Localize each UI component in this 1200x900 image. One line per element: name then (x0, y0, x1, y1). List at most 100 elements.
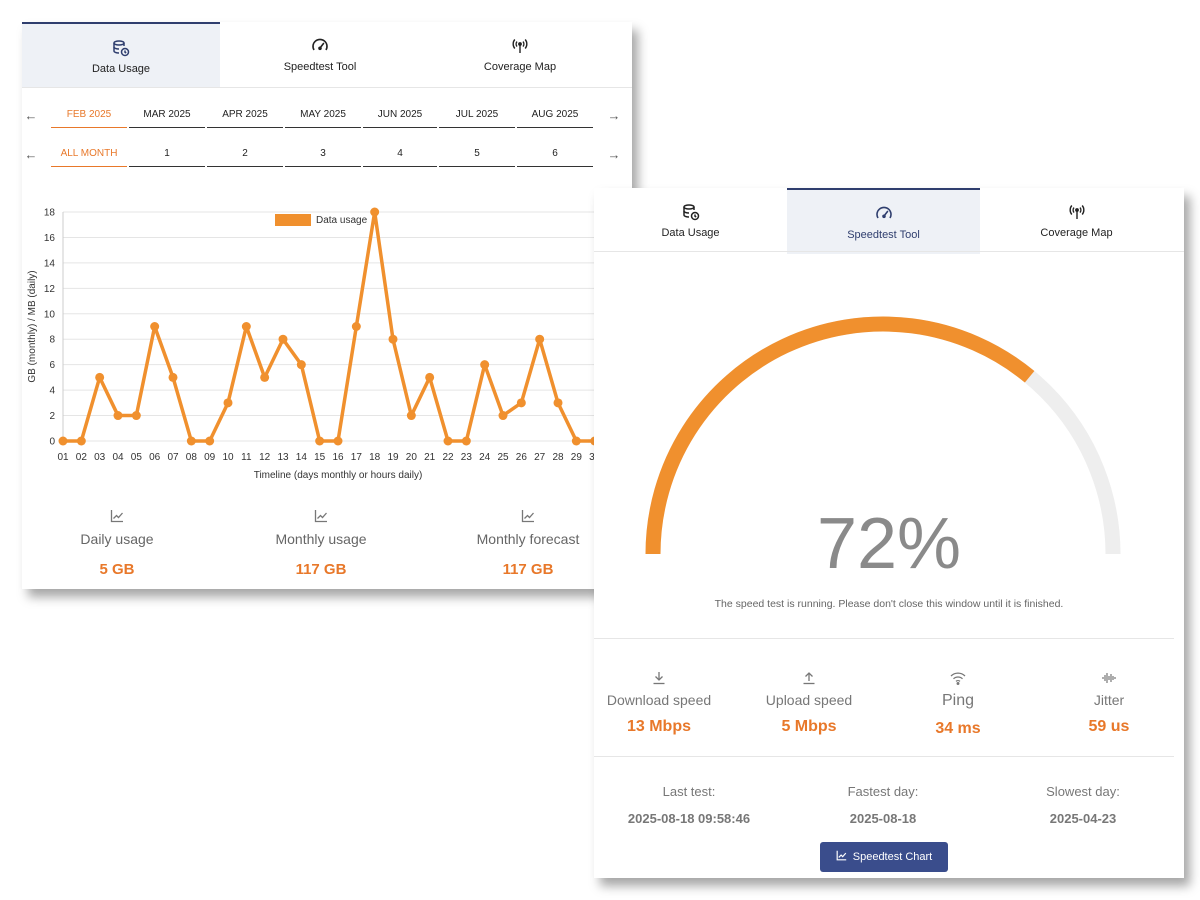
x-tick-label: 26 (516, 452, 528, 463)
month-item[interactable]: APR 2025 (207, 102, 283, 128)
data-point (535, 334, 545, 344)
x-tick-label: 05 (131, 452, 143, 463)
day-item[interactable]: ALL MONTH (51, 141, 127, 167)
tab-label: Coverage Map (483, 61, 557, 73)
day-item[interactable]: 4 (363, 141, 437, 167)
data-point (498, 411, 508, 421)
wifi-icon (883, 668, 1033, 688)
day-item[interactable]: 5 (439, 141, 515, 167)
month-item[interactable]: JUL 2025 (439, 102, 515, 128)
x-tick-label: 27 (534, 452, 546, 463)
info-value: 2025-08-18 09:58:46 (627, 811, 751, 826)
data-point (150, 322, 160, 331)
metric-label: Jitter (1093, 692, 1125, 708)
metric-value: 59 us (1088, 718, 1130, 735)
x-tick-label: 28 (552, 452, 564, 463)
y-tick-label: 4 (49, 386, 55, 397)
day-selector: ← ALL MONTH 1 2 3 4 5 6 → (22, 141, 632, 169)
chart-line-icon (433, 507, 623, 525)
arrow-left-icon[interactable]: ← (24, 146, 38, 162)
data-usage-series-line (63, 210, 615, 443)
data-point (260, 372, 270, 382)
upload-icon (734, 668, 884, 688)
stat-value: 117 GB (295, 561, 347, 578)
x-tick-label: 03 (94, 452, 106, 463)
arrow-left-icon[interactable]: ← (24, 107, 38, 123)
month-item[interactable]: MAY 2025 (285, 102, 361, 128)
data-point (296, 360, 306, 370)
month-item[interactable]: FEB 2025 (51, 102, 127, 128)
x-tick-label: 25 (497, 452, 509, 463)
data-point (278, 334, 288, 344)
data-point (425, 372, 435, 382)
data-point (315, 436, 325, 446)
x-tick-label: 16 (332, 452, 344, 463)
metric-label: Ping (941, 692, 975, 709)
x-tick-label: 17 (351, 452, 363, 463)
tab-speedtest-tool[interactable]: Speedtest Tool (220, 22, 420, 86)
speedometer-icon (311, 35, 329, 57)
stat-label: Daily usage (80, 531, 154, 547)
tab-coverage-map[interactable]: Coverage Map (420, 22, 620, 86)
data-point (113, 411, 123, 421)
tab-speedtest-tool[interactable]: Speedtest Tool (787, 188, 980, 254)
slowest-day-info: Slowest day: 2025-04-23 (988, 784, 1178, 826)
speedtest-progress-gauge (645, 316, 1121, 555)
data-point (168, 372, 178, 382)
stat-monthly-forecast: Monthly forecast 117 GB (433, 507, 623, 578)
tab-label: Data Usage (661, 227, 720, 239)
month-item[interactable]: AUG 2025 (517, 102, 593, 128)
tab-coverage-map[interactable]: Coverage Map (980, 188, 1173, 252)
x-tick-label: 08 (186, 452, 198, 463)
speedtest-panel: Data Usage Speedtest Tool Coverage Map (594, 188, 1184, 878)
day-item[interactable]: 2 (207, 141, 283, 167)
x-tick-label: 12 (259, 452, 271, 463)
data-point (205, 436, 215, 446)
speedtest-chart-button[interactable]: Speedtest Chart (820, 842, 948, 872)
x-tick-label: 06 (149, 452, 161, 463)
y-tick-label: 6 (49, 360, 55, 371)
y-tick-label: 14 (44, 258, 56, 269)
arrow-right-icon[interactable]: → (607, 107, 621, 123)
waveform-icon (1034, 668, 1184, 688)
month-item[interactable]: JUN 2025 (363, 102, 437, 128)
stat-label: Monthly forecast (476, 531, 580, 547)
tab-label: Speedtest Tool (847, 229, 920, 241)
day-item[interactable]: 6 (517, 141, 593, 167)
info-value: 2025-08-18 (849, 811, 917, 826)
x-tick-label: 02 (76, 452, 88, 463)
x-tick-label: 18 (369, 452, 381, 463)
metric-label: Download speed (606, 692, 712, 708)
data-point (516, 398, 526, 408)
x-tick-label: 01 (57, 452, 69, 463)
info-label: Slowest day: (1046, 784, 1120, 799)
x-tick-label: 10 (222, 452, 234, 463)
tab-data-usage[interactable]: Data Usage (22, 22, 220, 88)
metric-jitter: Jitter 59 us (1034, 668, 1184, 736)
info-value: 2025-04-23 (1049, 811, 1117, 826)
chart-line-icon (22, 507, 212, 525)
month-item[interactable]: MAR 2025 (129, 102, 205, 128)
data-point (131, 411, 141, 421)
day-item[interactable]: 3 (285, 141, 361, 167)
data-point (241, 322, 251, 331)
y-tick-label: 2 (49, 411, 55, 422)
last-test-info: Last test: 2025-08-18 09:58:46 (594, 784, 784, 826)
data-point (76, 436, 86, 446)
y-tick-label: 12 (44, 284, 56, 295)
x-tick-label: 23 (461, 452, 473, 463)
day-item[interactable]: 1 (129, 141, 205, 167)
x-tick-label: 21 (424, 452, 436, 463)
speedometer-icon (875, 203, 893, 225)
download-icon (584, 668, 734, 688)
stat-value: 117 GB (502, 561, 554, 578)
y-tick-label: 10 (44, 309, 56, 320)
tab-data-usage[interactable]: Data Usage (594, 188, 787, 252)
y-tick-label: 16 (44, 233, 56, 244)
y-tick-label: 8 (49, 335, 55, 346)
database-clock-icon (682, 201, 700, 223)
arrow-right-icon[interactable]: → (607, 146, 621, 162)
x-tick-label: 13 (277, 452, 289, 463)
antenna-signal-icon (511, 35, 529, 57)
tab-divider (594, 251, 1184, 252)
